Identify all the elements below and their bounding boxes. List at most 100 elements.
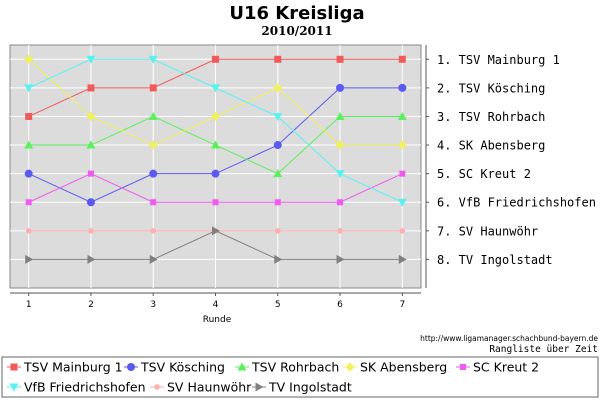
series-point [86, 111, 96, 121]
series-point [212, 55, 219, 63]
series [24, 55, 407, 207]
chart-title: U16 Kreisliga [229, 3, 364, 24]
legend-item: TSV Mainburg 1 [7, 360, 123, 375]
x-tick-label: 7 [399, 300, 405, 310]
series-point [399, 170, 406, 177]
legend-label: TSV Kösching [140, 360, 225, 375]
chart-caption: Rangliste über Zeit [489, 344, 598, 355]
series-point [87, 84, 95, 92]
x-tick-label: 4 [213, 300, 219, 310]
series-point [25, 254, 34, 264]
legend-label: SK Abensberg [360, 360, 447, 375]
series-point [397, 198, 407, 207]
legend-marker [255, 382, 264, 392]
series-point [148, 111, 158, 120]
ranking-label: 2. TSV Kösching [437, 81, 545, 95]
series-point [335, 111, 345, 120]
series-point [398, 55, 406, 63]
series-point [87, 254, 96, 264]
series-point [399, 228, 406, 234]
source-url: http://www.ligamanager.schachbund-bayern… [420, 334, 598, 343]
series-point [86, 140, 96, 149]
legend-marker [127, 363, 135, 371]
legend-label: TSV Mainburg 1 [23, 360, 123, 375]
legend-marker [237, 362, 247, 371]
series-point [212, 199, 219, 206]
series-point [24, 54, 34, 64]
series [25, 55, 406, 120]
ranking-axis: 1. TSV Mainburg 1 2. TSV Kösching 3. TSV R… [425, 45, 596, 288]
series-point [88, 228, 94, 234]
legend-item: TV Ingolstadt [252, 380, 352, 395]
legend-item: TSV Rohrbach [235, 360, 339, 375]
series-point [25, 228, 32, 234]
legend-marker [9, 383, 19, 392]
series-point [273, 112, 283, 121]
x-tick-label: 6 [337, 300, 343, 310]
legend-marker [345, 362, 355, 372]
series-point [211, 84, 220, 93]
series-point [86, 198, 95, 207]
legend-label: VfB Friedrichshofen [24, 380, 146, 395]
series-point [212, 226, 220, 236]
ranking-label: 8. TV Ingolstadt [437, 253, 553, 267]
series-point [336, 55, 344, 63]
series-point [211, 169, 220, 178]
x-tick-label: 5 [275, 300, 281, 310]
series-layer [24, 54, 407, 264]
series-point [398, 83, 407, 92]
series-point [150, 199, 157, 206]
series-point [274, 228, 281, 234]
series-point [148, 55, 158, 64]
ranking-label: 6. VfB Friedrichshofen [437, 196, 596, 210]
series-point [274, 55, 282, 63]
legend-box [1, 356, 599, 398]
series-point [24, 84, 34, 93]
legend-item: SV Haunwöhr [150, 380, 252, 395]
series-point [211, 111, 220, 121]
series-point [273, 83, 283, 93]
x-tick-label: 2 [88, 300, 94, 310]
legend-marker [10, 363, 18, 371]
series-point [274, 254, 283, 264]
chart-subtitle: 2010/2011 [261, 24, 332, 38]
series-point [86, 55, 96, 64]
series-point [273, 141, 282, 150]
series-point [274, 199, 281, 206]
series-point [25, 199, 32, 206]
ranking-label: 5. SC Kreut 2 [437, 167, 531, 181]
legend-label: TV Ingolstadt [268, 380, 352, 395]
series [25, 226, 407, 264]
series-point [148, 140, 158, 150]
series-point [87, 170, 94, 177]
legend-marker [154, 384, 160, 390]
ranking-label: 3. TSV Rohrbach [437, 110, 545, 124]
series-point [150, 228, 157, 234]
legend: TSV Mainburg 1 TSV Kösching TSV Rohrbach SK… [7, 360, 539, 395]
series-point [24, 140, 34, 149]
series-point [336, 254, 345, 264]
series-point [397, 111, 407, 120]
series-point [211, 140, 220, 149]
legend-item: TSV Kösching [124, 360, 225, 375]
series-point [397, 140, 407, 150]
series-point [149, 169, 158, 178]
legend-item: SK Abensberg [343, 360, 447, 375]
legend-marker [460, 364, 466, 370]
legend-item: SC Kreut 2 [456, 360, 539, 375]
series-point [335, 170, 345, 179]
x-tick-label: 3 [150, 300, 156, 310]
series [24, 83, 407, 207]
series-point [398, 254, 407, 264]
legend-label: TSV Rohrbach [251, 360, 339, 375]
x-axis: 1 2 3 4 5 6 7 [10, 292, 421, 310]
x-tick-label: 1 [26, 300, 32, 310]
ranking-label: 7. SV Haunwöhr [437, 224, 538, 238]
series-point [337, 228, 343, 234]
series [24, 54, 407, 150]
ranking-label: 1. TSV Mainburg 1 [437, 53, 560, 67]
ranking-label: 4. SK Abensberg [437, 139, 545, 153]
series-point [273, 169, 283, 178]
x-axis-label: Runde [203, 315, 232, 325]
